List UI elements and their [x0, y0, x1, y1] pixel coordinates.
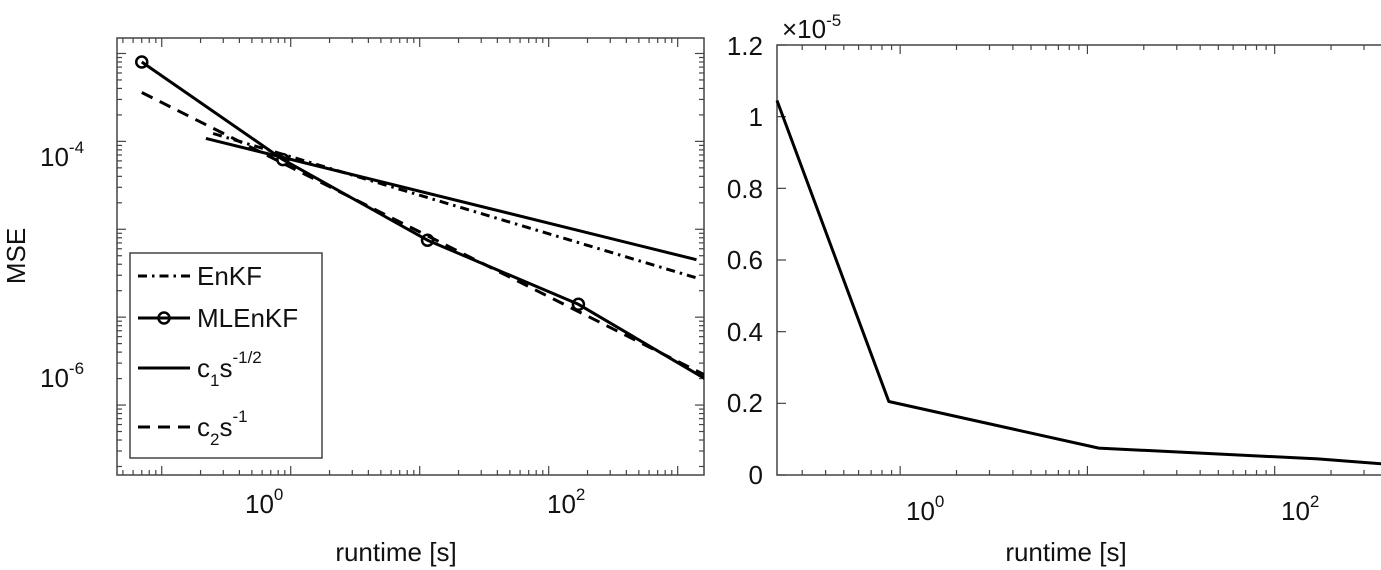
- series-line-2: [140, 60, 704, 380]
- right-x-axis-label: runtime [s]: [1005, 537, 1126, 567]
- left-x-axis-label: runtime [s]: [335, 537, 456, 567]
- left-series-layer: [135, 55, 704, 380]
- right-ytick-label: 0.8: [727, 174, 763, 204]
- left-ytick-label: 10-6: [40, 359, 84, 393]
- right-axes-frame: [776, 44, 1381, 476]
- series-line-1: [212, 132, 697, 280]
- right-ytick-label: 0.2: [727, 388, 763, 418]
- right-y-multiplier: ×10-5: [782, 11, 841, 44]
- right-ytick-label: 0.4: [727, 317, 763, 347]
- series-line-3: [205, 136, 697, 262]
- right-ytick-label: 1.2: [727, 31, 763, 61]
- right-tick-marks: [777, 44, 1365, 476]
- mlenkf-point: [135, 55, 149, 69]
- legend-label-c1: c1s-1/2: [197, 348, 262, 390]
- series-line-4: [141, 91, 704, 377]
- left-tick-marks: [117, 38, 704, 475]
- left-axes-frame: [116, 37, 705, 476]
- legend-label-c2: c2s-1: [197, 407, 248, 449]
- mlenkf-point: [571, 297, 586, 312]
- left-xtick-label: 102: [547, 485, 585, 519]
- right-ytick-label: 1: [749, 102, 763, 132]
- left-y-axis-label: MSE: [1, 228, 31, 284]
- legend: EnKF MLEnKF c1s-1/2 c2s-1: [129, 252, 323, 459]
- legend-box: [129, 252, 323, 459]
- legend-marker-mlenkf: [157, 311, 171, 325]
- legend-label-mlenkf: MLEnKF: [197, 303, 298, 333]
- right-panel: ×10-5 0 0.2 0.4 0.6 0.8 1 1.2 100 102 ru…: [727, 11, 1381, 567]
- right-xtick-label: 102: [1281, 492, 1319, 526]
- right-ytick-label: 0: [749, 460, 763, 490]
- right-series-layer: [775, 99, 1381, 466]
- left-ytick-label: 10-4: [40, 138, 84, 172]
- left-xtick-label: 100: [245, 485, 283, 519]
- left-panel: 10-4 10-6 100 102 runtime [s] MSE EnKF M…: [1, 37, 705, 567]
- right-xtick-label: 100: [906, 492, 944, 526]
- right-ytick-label: 0.6: [727, 245, 763, 275]
- legend-label-enkf: EnKF: [197, 261, 262, 291]
- right-series-line: [775, 99, 1381, 466]
